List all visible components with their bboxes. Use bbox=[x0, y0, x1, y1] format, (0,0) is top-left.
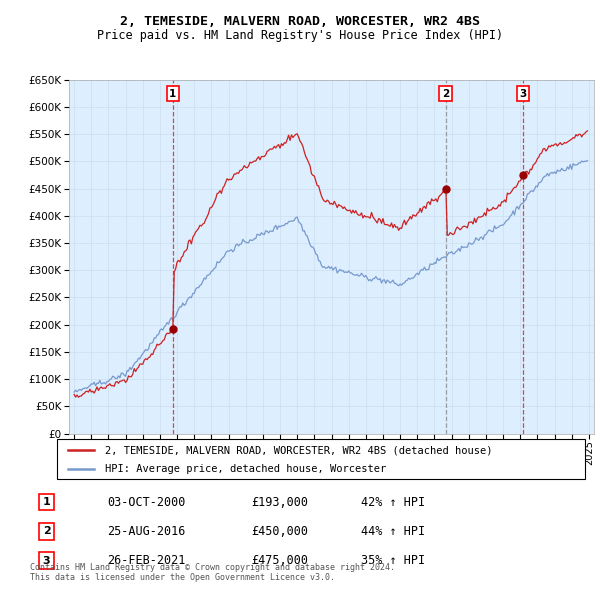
Text: 2: 2 bbox=[43, 526, 50, 536]
Text: 3: 3 bbox=[43, 556, 50, 566]
Text: 03-OCT-2000: 03-OCT-2000 bbox=[107, 496, 185, 509]
Text: 3: 3 bbox=[519, 89, 526, 99]
Text: £193,000: £193,000 bbox=[251, 496, 308, 509]
Text: 25-AUG-2016: 25-AUG-2016 bbox=[107, 525, 185, 538]
Text: £450,000: £450,000 bbox=[251, 525, 308, 538]
Text: Price paid vs. HM Land Registry's House Price Index (HPI): Price paid vs. HM Land Registry's House … bbox=[97, 30, 503, 42]
Text: 44% ↑ HPI: 44% ↑ HPI bbox=[361, 525, 425, 538]
Text: 26-FEB-2021: 26-FEB-2021 bbox=[107, 554, 185, 567]
Text: 35% ↑ HPI: 35% ↑ HPI bbox=[361, 554, 425, 567]
Text: 2, TEMESIDE, MALVERN ROAD, WORCESTER, WR2 4BS (detached house): 2, TEMESIDE, MALVERN ROAD, WORCESTER, WR… bbox=[104, 445, 492, 455]
Text: 2: 2 bbox=[442, 89, 449, 99]
Text: 2, TEMESIDE, MALVERN ROAD, WORCESTER, WR2 4BS: 2, TEMESIDE, MALVERN ROAD, WORCESTER, WR… bbox=[120, 15, 480, 28]
Text: £475,000: £475,000 bbox=[251, 554, 308, 567]
Text: HPI: Average price, detached house, Worcester: HPI: Average price, detached house, Worc… bbox=[104, 464, 386, 474]
Text: Contains HM Land Registry data © Crown copyright and database right 2024.
This d: Contains HM Land Registry data © Crown c… bbox=[30, 563, 395, 582]
Text: 1: 1 bbox=[43, 497, 50, 507]
Text: 1: 1 bbox=[169, 89, 176, 99]
Text: 42% ↑ HPI: 42% ↑ HPI bbox=[361, 496, 425, 509]
FancyBboxPatch shape bbox=[57, 439, 585, 479]
